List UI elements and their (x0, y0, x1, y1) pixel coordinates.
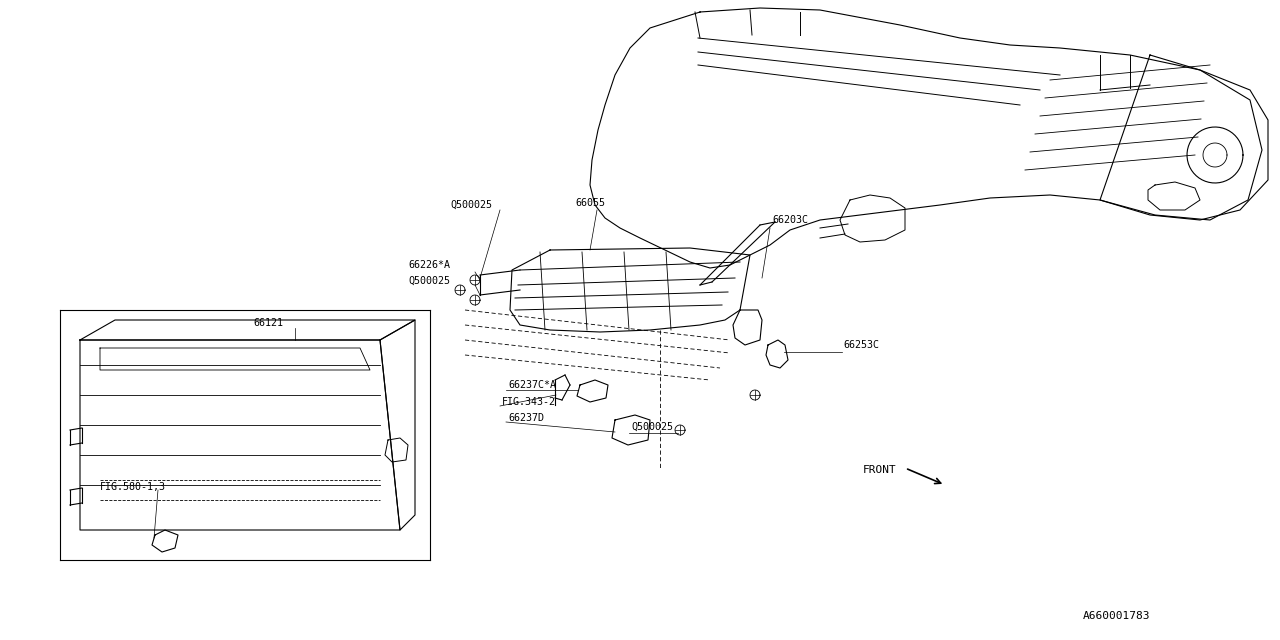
Text: 66253C: 66253C (844, 340, 879, 350)
Text: A660001783: A660001783 (1083, 611, 1149, 621)
Text: 66121: 66121 (253, 318, 283, 328)
Text: FRONT: FRONT (863, 465, 897, 475)
Text: Q500025: Q500025 (631, 422, 673, 432)
Text: FIG.580-1,3: FIG.580-1,3 (100, 482, 166, 492)
Text: Q500025: Q500025 (408, 276, 451, 286)
Text: 66237C*A: 66237C*A (508, 380, 556, 390)
Text: 66055: 66055 (575, 198, 605, 208)
Text: 66226*A: 66226*A (408, 260, 451, 270)
Text: Q500025: Q500025 (451, 200, 492, 210)
Text: 66237D: 66237D (508, 413, 544, 423)
Text: 66203C: 66203C (772, 215, 808, 225)
Text: FIG.343-2: FIG.343-2 (502, 397, 556, 407)
